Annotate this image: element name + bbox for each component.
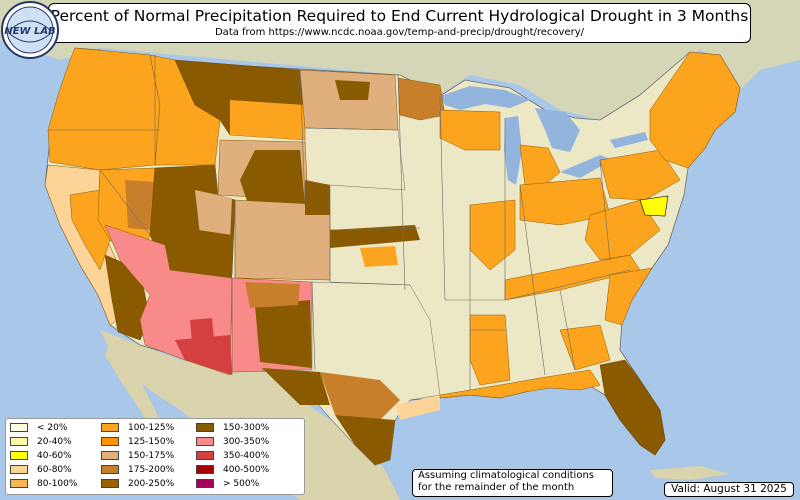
new-lab-logo: NEW LAB (1, 1, 59, 59)
region-mississippi-valley (469, 314, 511, 386)
region-texas-coast (395, 395, 440, 420)
legend-swatch (196, 451, 214, 460)
legend-label: 350-400% (223, 451, 270, 461)
region-pacific-northwest (47, 47, 161, 171)
lake-erie (560, 155, 612, 178)
legend: < 20% 20-40% 40-60% 60-80% 80-100% 100-125% 12… (5, 418, 305, 495)
legend-swatch (10, 423, 28, 432)
legend-label: > 500% (223, 479, 260, 489)
region-carolinas (604, 267, 653, 326)
region-georgia (559, 324, 611, 371)
legend-label: 60-80% (37, 465, 72, 475)
legend-label: 20-40% (37, 437, 72, 447)
legend-swatch (10, 479, 28, 488)
legend-label: 40-60% (37, 451, 72, 461)
legend-swatch (101, 465, 119, 474)
region-montana-east (230, 100, 305, 140)
region-nevada-east (125, 180, 155, 230)
region-arizona-red2 (190, 318, 214, 342)
legend-label: 80-100% (37, 479, 78, 489)
footnote-line-1: Assuming climatological conditions (418, 470, 594, 481)
cuba-island (650, 466, 730, 480)
legend-label: < 20% (37, 423, 68, 433)
lake-huron (535, 108, 580, 152)
region-indiana-ohio (519, 177, 611, 226)
valid-date: Valid: August 31 2025 (664, 482, 794, 497)
region-dakota-brown (335, 80, 370, 100)
region-colorado-brown (305, 180, 330, 215)
region-new-mexico-tan (245, 282, 300, 308)
legend-swatch (10, 465, 28, 474)
lake-ontario (610, 132, 648, 148)
region-new-england (649, 51, 741, 169)
legend-swatch (196, 423, 214, 432)
region-wyoming-brown (240, 150, 305, 210)
region-michigan (519, 144, 561, 186)
svg-text:NEW LAB: NEW LAB (4, 26, 55, 37)
region-texas-central (320, 372, 400, 420)
legend-label: 175-200% (128, 465, 175, 475)
legend-swatch (10, 451, 28, 460)
region-texas-west (262, 368, 330, 405)
legend-swatch (101, 437, 119, 446)
legend-swatch (10, 437, 28, 446)
region-arizona-brown (165, 225, 232, 278)
legend-label: 150-175% (128, 451, 175, 461)
region-florida (599, 359, 666, 456)
region-maryland (639, 195, 669, 217)
legend-label: 300-350% (223, 437, 270, 447)
region-texas-south (335, 415, 395, 465)
map-title: Percent of Normal Precipitation Required… (50, 7, 749, 25)
legend-label: 150-300% (223, 423, 270, 433)
lake-superior (440, 86, 530, 110)
legend-swatch (101, 479, 119, 488)
legend-label: 100-125% (128, 423, 175, 433)
region-utah-tan (195, 190, 232, 240)
map-subtitle: Data from https://www.ncdc.noaa.gov/temp… (214, 27, 585, 38)
region-south-dakota (304, 127, 406, 191)
legend-swatch (196, 465, 214, 474)
legend-swatch (101, 451, 119, 460)
legend-label: 125-150% (128, 437, 175, 447)
region-kansas-strip (330, 225, 420, 248)
legend-swatch (196, 437, 214, 446)
footnote-box: Assuming climatological conditions for t… (412, 469, 613, 497)
region-new-mexico-brown (255, 300, 312, 368)
legend-label: 200-250% (128, 479, 175, 489)
footnote-line-2: for the remainder of the month (418, 482, 575, 493)
region-oklahoma (360, 246, 398, 267)
region-arizona-red (175, 335, 232, 375)
mexico-landmass (100, 330, 400, 500)
lake-michigan (504, 116, 522, 185)
title-box: Percent of Normal Precipitation Required… (48, 3, 751, 43)
legend-swatch (196, 479, 214, 488)
region-wisconsin-north (439, 109, 501, 151)
legend-label: 400-500% (223, 465, 270, 475)
legend-swatch (101, 423, 119, 432)
region-pennsylvania (599, 149, 681, 201)
region-gulf-coast (439, 369, 601, 399)
state-borders (48, 55, 631, 390)
region-minnesota-north (397, 77, 446, 121)
